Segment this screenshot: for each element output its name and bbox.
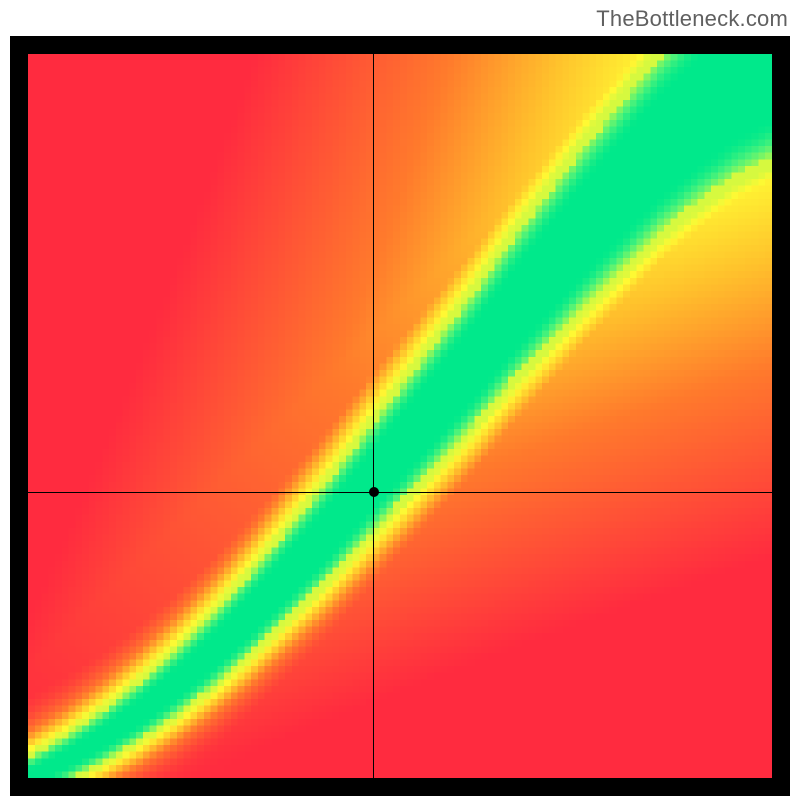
crosshair-vertical: [373, 54, 374, 778]
crosshair-horizontal: [28, 492, 772, 493]
bottleneck-heatmap: [28, 54, 772, 778]
chart-container: TheBottleneck.com: [0, 0, 800, 800]
crosshair-point: [369, 487, 379, 497]
attribution-text: TheBottleneck.com: [596, 6, 788, 32]
